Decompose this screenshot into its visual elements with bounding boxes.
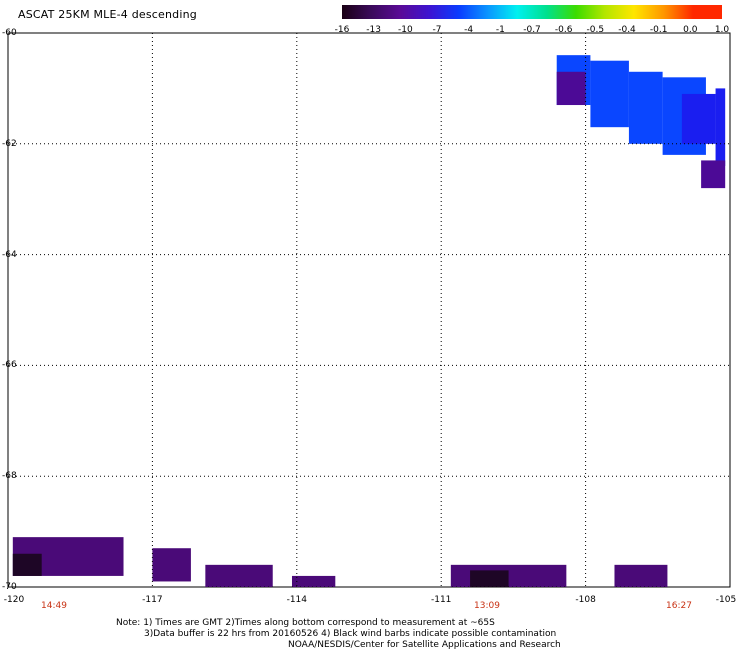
longitude-label: -120 — [3, 595, 25, 605]
sw-swath-cell — [152, 548, 191, 582]
longitude-label: -114 — [286, 595, 308, 605]
color-scale-label: -13 — [366, 25, 382, 35]
color-swatch — [488, 5, 518, 19]
color-swatch — [634, 5, 664, 19]
color-swatch — [458, 5, 489, 19]
ne-swath-purple-cell — [556, 71, 586, 106]
longitude-label: -105 — [715, 595, 737, 605]
color-scale-label: -0.6 — [554, 25, 573, 35]
latitude-label: -60 — [2, 28, 17, 38]
color-swatch — [400, 5, 430, 19]
time-label-west: 14:49 — [41, 601, 67, 611]
footnote-line-2: 3)Data buffer is 22 hrs from 20160526 4)… — [144, 629, 557, 639]
time-label-east: 16:27 — [666, 601, 692, 611]
longitude-label: -108 — [575, 595, 596, 605]
sw-swath-cell — [291, 575, 336, 587]
color-scale-label: -4 — [464, 25, 474, 35]
color-scale-label: -1 — [495, 25, 505, 35]
color-swatch — [663, 5, 693, 19]
color-scale-label: 1.0 — [714, 25, 730, 35]
color-scale-label: -0.1 — [649, 25, 668, 35]
latitude-label: -62 — [2, 138, 17, 149]
color-scale-label: -0.7 — [523, 25, 541, 35]
latitude-label: -68 — [2, 471, 17, 482]
color-scale-label: -10 — [397, 25, 413, 35]
color-swatch — [371, 5, 401, 19]
color-swatch — [546, 5, 576, 19]
latitude-label: -70 — [2, 582, 17, 592]
longitude-label: -117 — [142, 595, 163, 605]
ne-swath-deep-cell — [681, 93, 716, 144]
ne-swath-blue-cell — [628, 71, 663, 144]
color-scale-bar — [342, 5, 723, 19]
color-scale-label: -7 — [432, 25, 442, 35]
color-scale-label: -0.4 — [618, 25, 636, 35]
color-scale-label: 0.0 — [683, 25, 698, 35]
dark-core-cell — [12, 553, 42, 576]
sw-swath-cell — [205, 564, 273, 587]
color-scale-label: -0.5 — [586, 25, 605, 35]
color-swatch — [342, 5, 372, 19]
ne-swath-blue-cell — [590, 60, 629, 128]
s-swath-cell — [614, 564, 668, 587]
ne-swath-purple-cell — [701, 160, 726, 189]
color-scale-label: -16 — [334, 25, 350, 35]
color-swatch — [605, 5, 635, 19]
footnote-line-1: Note: 1) Times are GMT 2)Times along bot… — [116, 618, 495, 628]
color-swatch — [429, 5, 459, 19]
longitude-label: -111 — [430, 595, 452, 605]
time-label-center: 13:09 — [474, 601, 500, 611]
dark-core-cell — [470, 570, 509, 587]
color-swatch — [517, 5, 547, 19]
footnote-line-3: NOAA/NESDIS/Center for Satellite Applica… — [288, 640, 561, 650]
color-swatch — [575, 5, 606, 19]
ne-swath-deep-cell — [715, 88, 726, 166]
map-title: ASCAT 25KM MLE-4 descending — [18, 8, 197, 21]
latitude-label: -66 — [2, 360, 17, 371]
latitude-label: -64 — [2, 249, 17, 260]
color-swatch — [692, 5, 723, 19]
